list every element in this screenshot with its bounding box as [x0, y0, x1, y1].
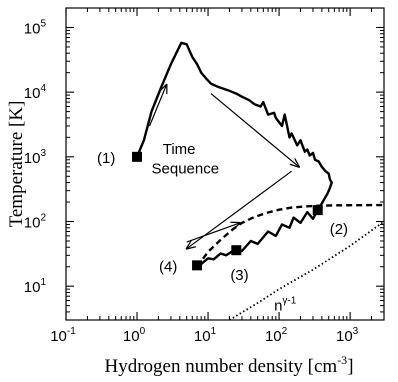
y-tick-exponent: 5: [40, 18, 46, 29]
x-tick-exponent: 2: [282, 326, 288, 337]
time-sequence-line2: Sequence: [152, 161, 220, 178]
marker-label: (1): [97, 150, 115, 167]
power-law-label: nγ-1: [274, 296, 297, 315]
time-sequence-arrow: [148, 85, 167, 127]
x-tick-exponent: -1: [67, 326, 76, 337]
x-tick-exponent: 1: [211, 326, 217, 337]
y-axis-title: Temperature [K]: [6, 101, 27, 228]
x-axis-title-exponent: -3: [337, 353, 347, 367]
axes: [65, 8, 384, 320]
x-tick-exponent: 3: [353, 326, 359, 337]
y-tick-label: 103: [24, 148, 47, 167]
x-tick-label: 102: [265, 326, 288, 345]
y-tick-label: 105: [24, 18, 47, 37]
time-sequence-line1: Time: [163, 141, 196, 158]
y-tick-exponent: 1: [40, 277, 46, 288]
y-tick-label: 102: [24, 213, 47, 232]
y-tick-exponent: 4: [40, 83, 46, 94]
x-tick-label: 101: [194, 326, 217, 345]
marker-label: (4): [159, 258, 177, 275]
plot-content: [132, 41, 384, 320]
sequence-marker: [312, 205, 323, 216]
y-tick-label: 104: [24, 83, 47, 102]
series-dashed-line: [196, 203, 384, 268]
labels: 10-1 100 101 102 103101102103104105(1)(2)(3)…: [6, 18, 359, 377]
x-axis-title: Hydrogen number density [cm-3]: [104, 353, 353, 377]
sequence-marker: [132, 151, 143, 162]
sequence-marker: [192, 260, 203, 271]
plot-frame: [65, 7, 385, 321]
x-tick-label: 10-1: [50, 326, 76, 345]
time-sequence-arrow: [210, 93, 299, 167]
power-law-exponent: γ-1: [282, 296, 296, 307]
time-sequence-arrow: [186, 223, 240, 243]
y-tick-exponent: 2: [40, 213, 46, 224]
sequence-marker: [231, 245, 242, 256]
series-solid-thick-line: [135, 41, 333, 211]
x-tick-exponent: 0: [140, 326, 146, 337]
marker-label: (2): [330, 221, 348, 238]
marker-label: (3): [230, 267, 248, 284]
series-solid-hatched-line: [196, 209, 319, 267]
series-dotted-line: [228, 220, 384, 320]
x-tick-label: 103: [336, 326, 359, 345]
x-axis-title-close: ]: [347, 356, 353, 377]
y-tick-exponent: 3: [40, 148, 46, 159]
y-tick-label: 101: [24, 277, 47, 296]
x-axis-title-main: Hydrogen number density [cm: [104, 356, 337, 377]
x-tick-label: 100: [123, 326, 146, 345]
